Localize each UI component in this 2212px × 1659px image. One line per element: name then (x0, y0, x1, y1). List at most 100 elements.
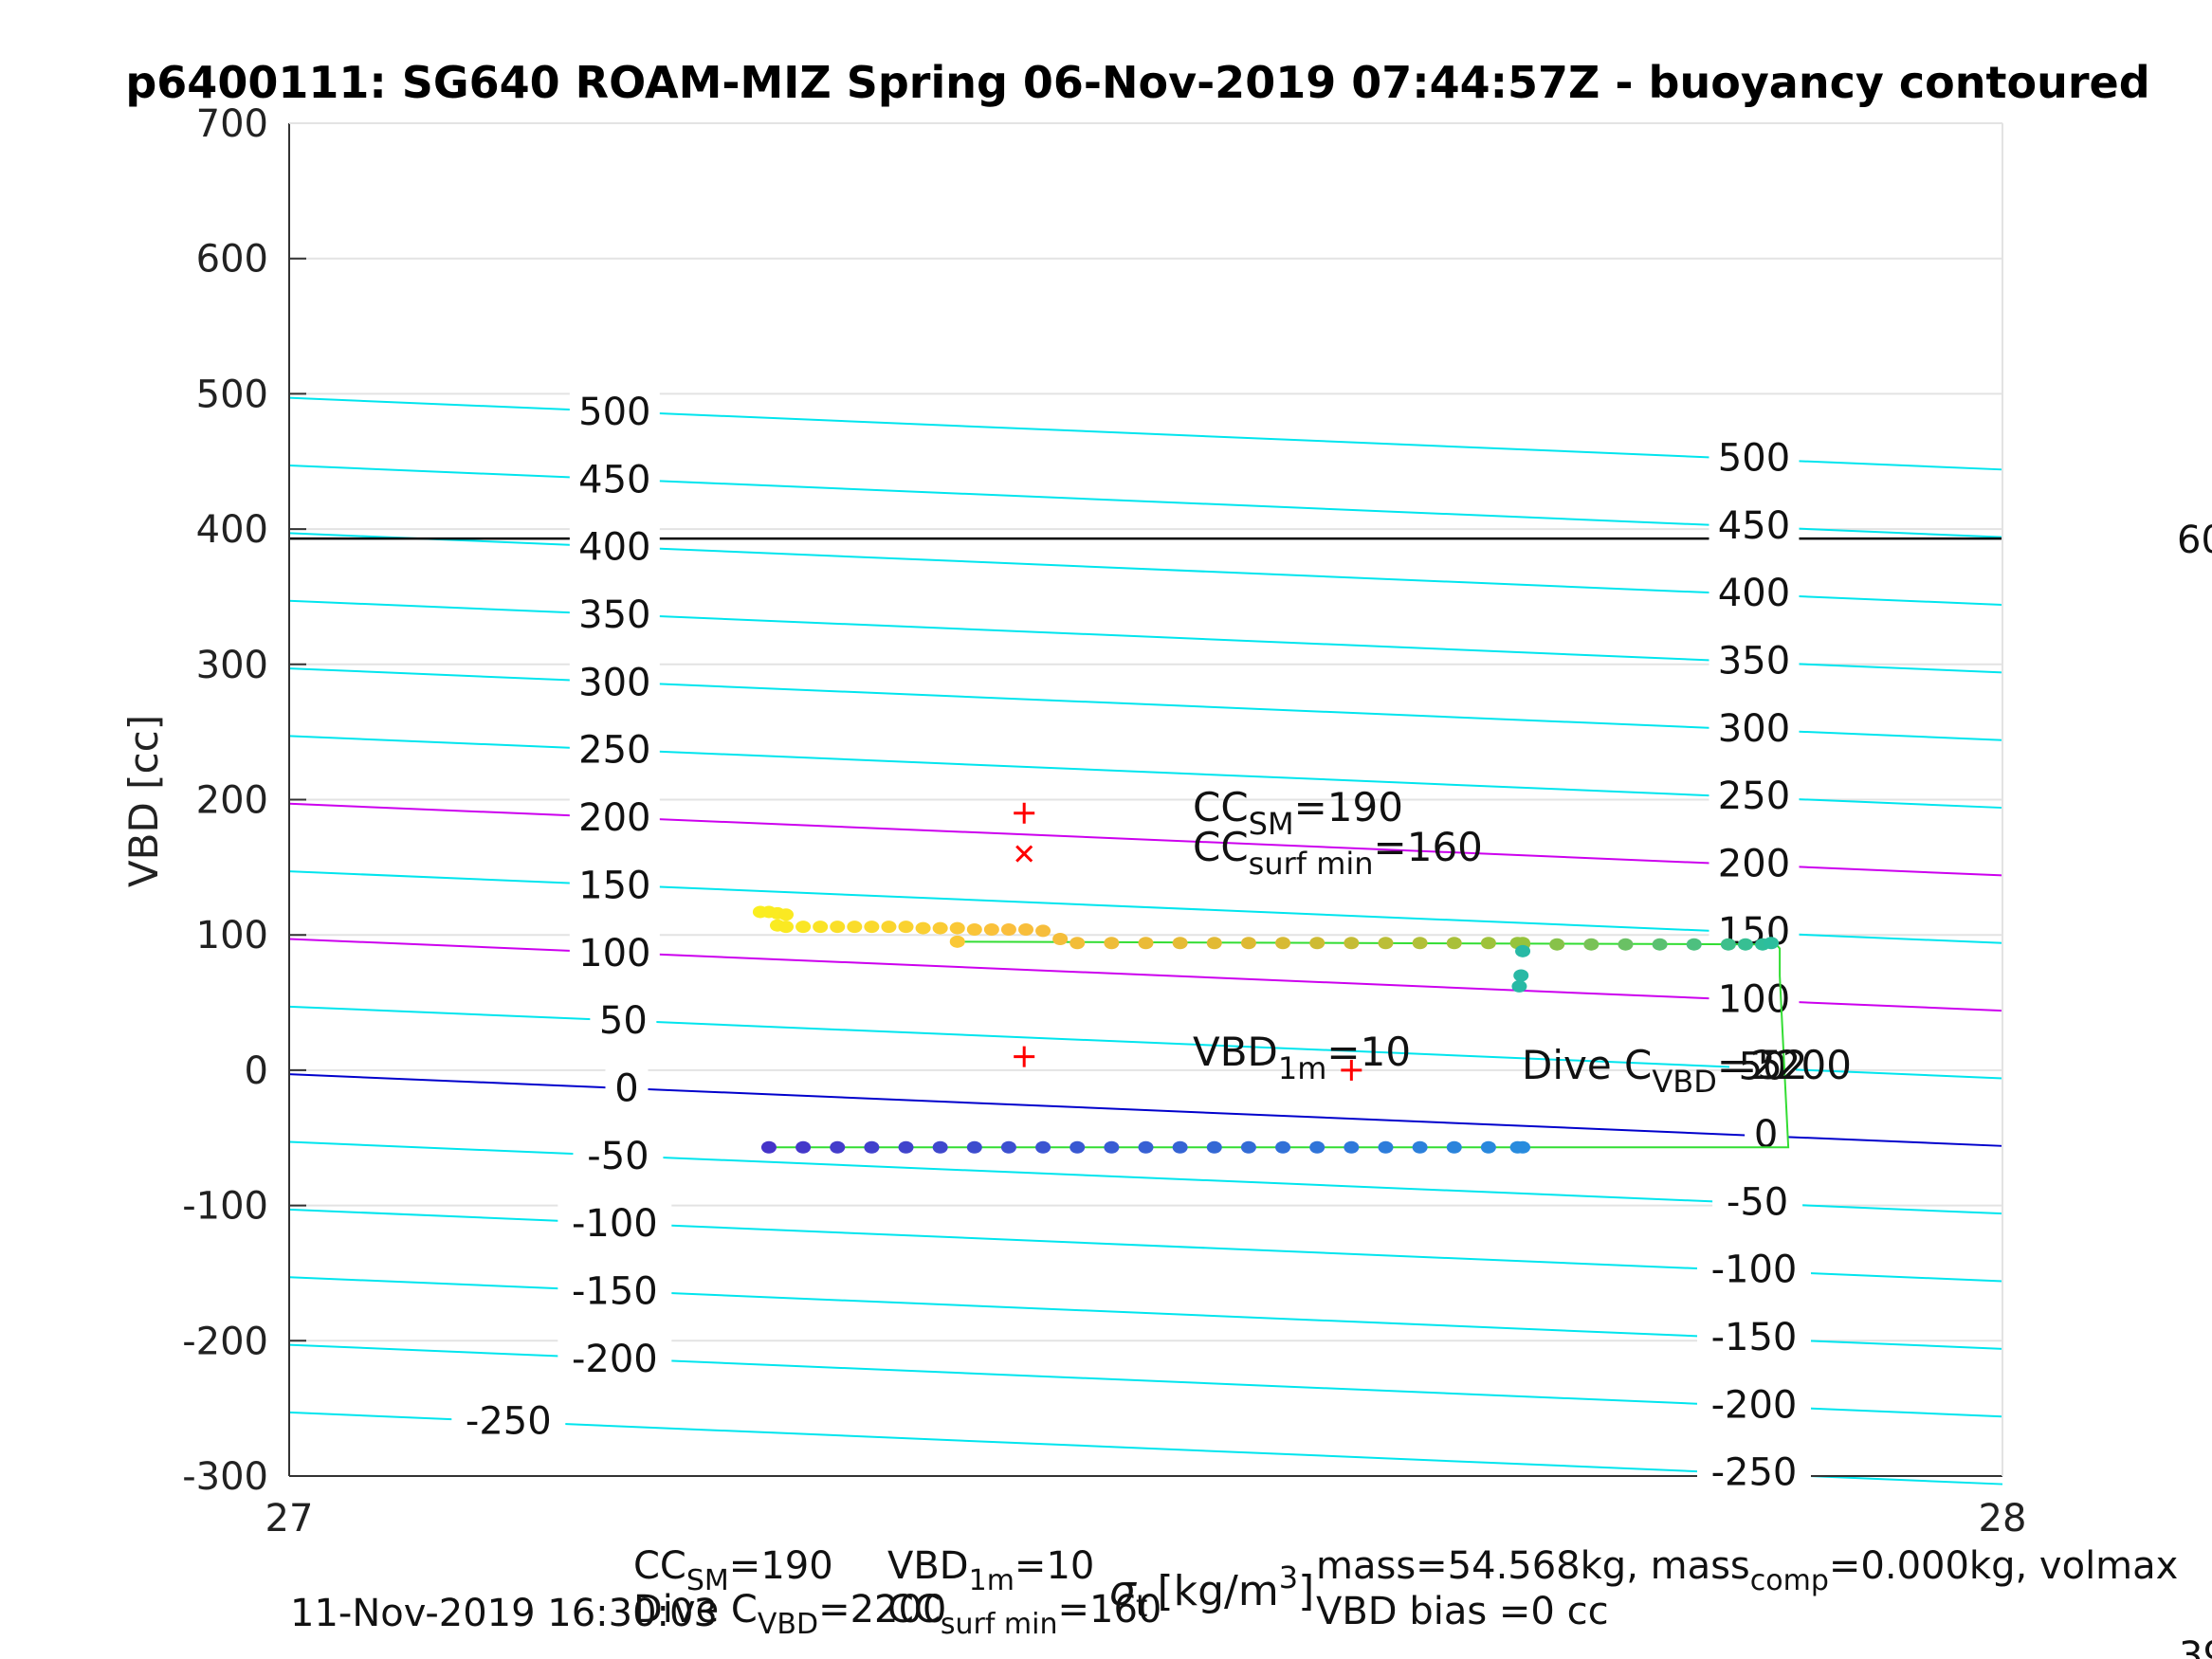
contour-label: 0 (1754, 1113, 1778, 1157)
upper-data-point (847, 921, 863, 934)
upper-data-point (1549, 938, 1565, 951)
lower-data-point (1275, 1140, 1291, 1154)
footer-mass: mass=54.568kg, masscomp=0.000kg, volmax (1316, 1547, 2178, 1595)
y-tick-label: 500 (196, 373, 268, 416)
footer-cc-surf: CCsurf min=160 (887, 1591, 1161, 1639)
upper-data-point (983, 922, 999, 936)
upper-data-point (1344, 937, 1360, 950)
lower-data-point (864, 1140, 880, 1154)
contour-label-bg (1712, 1176, 1803, 1219)
contour-label: -100 (1711, 1249, 1798, 1292)
lower-data-point (1206, 1140, 1222, 1154)
contour-label: 50 (1739, 1046, 1787, 1089)
lower-data-point (1344, 1140, 1360, 1154)
footer-date: 11-Nov-2019 16:30:03 (290, 1595, 718, 1632)
upper-data-point (932, 921, 948, 935)
upper-data-point (1583, 938, 1600, 951)
upper-data-point (915, 921, 931, 935)
annotation-dive-c-vbd: Dive CVBD=2200 (1522, 1042, 1852, 1100)
contour-label: 0 (614, 1066, 638, 1110)
x-tick-label: 27 (265, 1497, 314, 1540)
lower-data-point (1035, 1140, 1051, 1154)
contour-line (288, 1005, 2003, 1080)
y-tick-label: 400 (196, 508, 268, 552)
footer-mass-pre: mass=54.568kg, mass (1316, 1544, 1750, 1588)
upper-data-point (966, 922, 982, 936)
contour-label-bg (558, 1266, 672, 1308)
x-axis-label: σt [kg/m3] (1109, 1559, 1314, 1624)
y-tick-labels: -300 -200 -100 0 100 200 300 400 500 600 700 (182, 102, 268, 1499)
contour-label: -50 (587, 1135, 649, 1178)
upper-data-point (881, 921, 897, 934)
upper-data-point (1206, 937, 1222, 950)
lower-data-point (1069, 1140, 1086, 1154)
upper-data-point (898, 921, 914, 934)
right-edge-label-top: 60 (2177, 519, 2212, 562)
upper-data-point (1515, 944, 1531, 957)
lower-data-point (760, 1140, 777, 1154)
footer-dive-sub: VBD (757, 1608, 819, 1641)
footer-cc-sm-sub: SM (686, 1564, 729, 1597)
lower-data-point (932, 1140, 948, 1154)
contour-label: 400 (1718, 572, 1790, 615)
lower-data-point (898, 1140, 914, 1154)
lower-data-point (1000, 1140, 1016, 1154)
x-axis-label-unit-close: ] (1298, 1567, 1314, 1615)
upper-data-point (1240, 937, 1256, 950)
contour-labels: 500450400350300250200150100500-50-100-15… (451, 386, 1811, 1495)
contour-label: 300 (1718, 707, 1790, 751)
annotation-cc-sm: CCSM=190 (1193, 784, 1403, 842)
upper-data-point (1412, 937, 1428, 950)
x-axis-label-subscript: t (1136, 1588, 1148, 1624)
contour-label-bg (1709, 974, 1800, 1016)
contour-line (288, 1073, 2003, 1147)
contour-label: -200 (1711, 1383, 1798, 1427)
footer-ccsurf-sub: surf min (940, 1608, 1058, 1641)
y-tick-label: 100 (196, 914, 268, 957)
footer-date-text: 11-Nov-2019 16:30:03 (290, 1592, 718, 1635)
contour-label: -150 (572, 1270, 658, 1314)
contour-label-bg (569, 860, 660, 902)
contour-label-bg (569, 793, 660, 835)
upper-data-point (1172, 937, 1188, 950)
lower-data-point (1480, 1140, 1496, 1154)
footer-vbd-bias-text: VBD bias =0 cc (1316, 1590, 1609, 1633)
contour-label-bg (1709, 702, 1800, 745)
footer-vbd-bias: VBD bias =0 cc (1316, 1593, 1609, 1631)
upper-data-point (1138, 937, 1154, 950)
contour-label-bg (1709, 500, 1800, 542)
annotation-cc-surf-min: CCsurf min=160 (1193, 824, 1483, 882)
x-tick-label: 28 (1979, 1497, 2027, 1540)
contour-label-bg (569, 657, 660, 700)
lower-data-point (1240, 1140, 1256, 1154)
chart-title: p6400111: SG640 ROAM-MIZ Spring 06-Nov-2… (125, 57, 2149, 108)
contour-label-bg (1709, 838, 1800, 881)
lower-data-point (830, 1140, 846, 1154)
contour-label-bg (569, 454, 660, 497)
contour-label-bg (1696, 1447, 1811, 1489)
upper-data-point (813, 921, 829, 934)
lower-data-point (1309, 1140, 1325, 1154)
x-axis-label-unit-exponent: 3 (1279, 1559, 1298, 1595)
contour-label-bg (451, 1395, 566, 1438)
y-tick-label: 600 (196, 238, 268, 282)
upper-data-point (1511, 979, 1527, 993)
footer-ccsurf-base: CC (887, 1588, 941, 1632)
footer-vbd-sub: 1m (968, 1564, 1015, 1597)
contour-label: 200 (1718, 843, 1790, 886)
lower-data-point (1446, 1140, 1462, 1154)
footer-vbd-value: =10 (1014, 1544, 1095, 1588)
footer-dive-base: Dive C (633, 1588, 758, 1632)
upper-data-point (1737, 938, 1753, 951)
contour-label: 250 (1718, 775, 1790, 818)
contour-label-bg (569, 590, 660, 632)
upper-data-point (778, 908, 795, 921)
lower-data-point (1104, 1140, 1120, 1154)
upper-data-point (1069, 937, 1086, 950)
cross-marker-b (1015, 845, 1033, 863)
right-edge-label-bottom: 39 (2179, 1634, 2212, 1659)
footer-dive-value: =2200 (818, 1588, 947, 1632)
contour-label: 200 (578, 796, 650, 840)
upper-data-point (1018, 922, 1034, 936)
